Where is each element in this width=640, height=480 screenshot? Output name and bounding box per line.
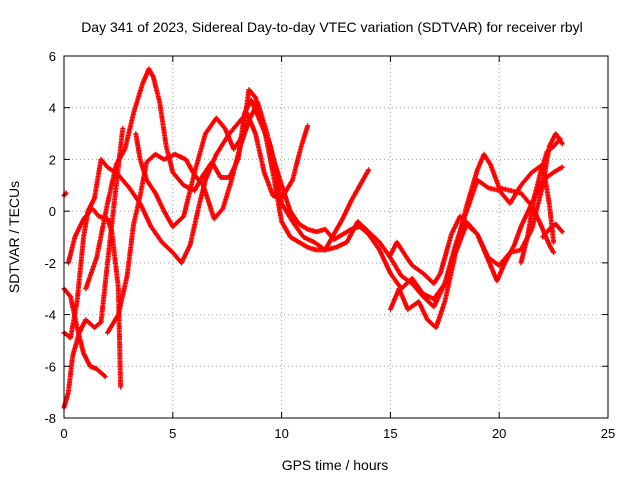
y-tick-label: -4 bbox=[44, 308, 56, 323]
y-tick-label: 0 bbox=[49, 204, 56, 219]
series-marks bbox=[65, 206, 124, 390]
x-tick-label: 10 bbox=[274, 426, 288, 441]
series-pass-2 bbox=[61, 190, 69, 199]
y-tick-label: 2 bbox=[49, 152, 56, 167]
y-tick-label: 6 bbox=[49, 49, 56, 64]
x-tick-label: 25 bbox=[601, 426, 615, 441]
plot-marks bbox=[61, 66, 565, 411]
series-pass-7 bbox=[105, 100, 557, 336]
y-tick-label: 4 bbox=[49, 101, 56, 116]
y-axis-label: SDTVAR / TECUs bbox=[6, 181, 22, 293]
series-pass-12 bbox=[540, 221, 565, 240]
x-tick-label: 20 bbox=[492, 426, 506, 441]
x-axis-label: GPS time / hours bbox=[282, 457, 389, 473]
x-tick-label: 0 bbox=[60, 426, 67, 441]
series-pass-5 bbox=[65, 206, 124, 390]
series-pass-11 bbox=[518, 136, 563, 266]
axis-ticks: 0 5 10 15 20 25 -8 -6 -4 -2 0 2 4 6 bbox=[44, 49, 615, 441]
series-marks bbox=[518, 136, 563, 266]
x-tick-label: 5 bbox=[169, 426, 176, 441]
series-marks bbox=[105, 100, 557, 336]
grid bbox=[64, 56, 608, 418]
y-tick-label: -8 bbox=[44, 411, 56, 426]
series-marks bbox=[61, 110, 311, 341]
series-marks bbox=[61, 286, 108, 380]
series-marks bbox=[540, 221, 565, 240]
y-tick-label: -2 bbox=[44, 256, 56, 271]
y-tick-label: -6 bbox=[44, 359, 56, 374]
series-marks bbox=[61, 190, 69, 199]
chart-title: Day 341 of 2023, Sidereal Day-to-day VTE… bbox=[81, 19, 583, 35]
series-pass-3 bbox=[61, 286, 108, 380]
series-marks bbox=[133, 87, 372, 253]
x-tick-label: 15 bbox=[383, 426, 397, 441]
series-pass-8 bbox=[133, 87, 372, 253]
series-pass-4 bbox=[61, 110, 311, 341]
plot-frame bbox=[63, 55, 609, 419]
